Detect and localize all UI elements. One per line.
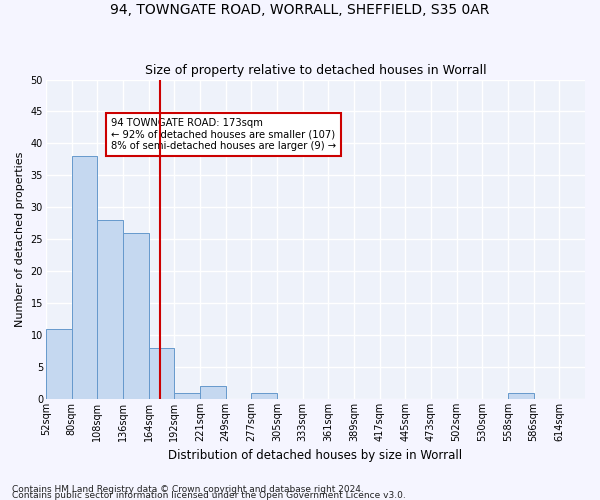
Y-axis label: Number of detached properties: Number of detached properties — [15, 152, 25, 327]
Bar — [149, 348, 174, 399]
Bar — [200, 386, 226, 399]
Bar — [123, 233, 149, 399]
Title: Size of property relative to detached houses in Worrall: Size of property relative to detached ho… — [145, 64, 486, 77]
Bar — [71, 156, 97, 399]
Bar — [46, 328, 71, 399]
Text: 94 TOWNGATE ROAD: 173sqm
← 92% of detached houses are smaller (107)
8% of semi-d: 94 TOWNGATE ROAD: 173sqm ← 92% of detach… — [110, 118, 335, 151]
Text: Contains HM Land Registry data © Crown copyright and database right 2024.: Contains HM Land Registry data © Crown c… — [12, 485, 364, 494]
Text: 94, TOWNGATE ROAD, WORRALL, SHEFFIELD, S35 0AR: 94, TOWNGATE ROAD, WORRALL, SHEFFIELD, S… — [110, 2, 490, 16]
Text: Contains public sector information licensed under the Open Government Licence v3: Contains public sector information licen… — [12, 491, 406, 500]
Bar — [97, 220, 123, 399]
Bar — [251, 392, 277, 399]
X-axis label: Distribution of detached houses by size in Worrall: Distribution of detached houses by size … — [169, 450, 463, 462]
Bar — [174, 392, 200, 399]
Bar — [508, 392, 533, 399]
